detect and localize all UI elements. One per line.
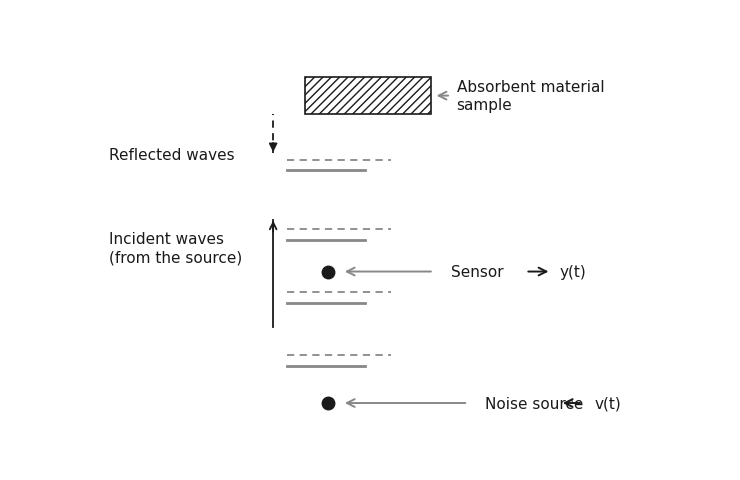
Text: Absorbent material
sample: Absorbent material sample	[457, 80, 605, 113]
Text: (from the source): (from the source)	[109, 250, 242, 264]
Bar	[305, 78, 431, 115]
Text: Sensor: Sensor	[451, 264, 503, 279]
Text: Reflected waves: Reflected waves	[109, 148, 234, 163]
Text: Noise source: Noise source	[485, 396, 584, 411]
Text: y(t): y(t)	[560, 264, 587, 279]
Text: v(t): v(t)	[594, 396, 621, 411]
Text: Incident waves: Incident waves	[109, 231, 223, 246]
